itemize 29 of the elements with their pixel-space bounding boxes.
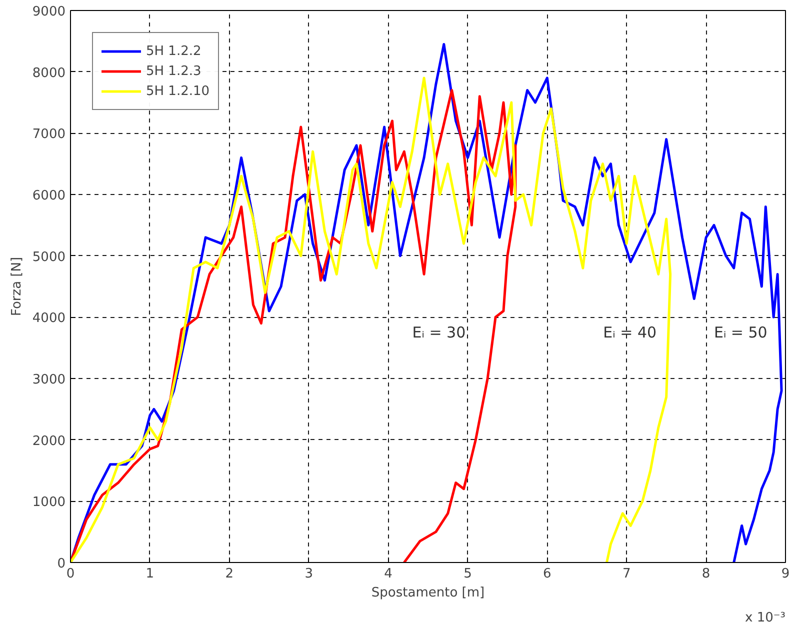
annotation: Eᵢ = 30	[412, 324, 466, 342]
y-tick-label: 5000	[32, 250, 66, 265]
y-tick-label: 8000	[32, 66, 66, 81]
legend-label: 5H 1.2.10	[146, 84, 210, 98]
x-tick-label: 3	[304, 566, 313, 582]
x-axis-title: Spostamento [m]	[371, 586, 485, 600]
line-series	[70, 76, 672, 562]
annotation: Eᵢ = 50	[714, 324, 768, 342]
x-tick-label: 9	[781, 566, 790, 582]
legend-label: 5H 1.2.3	[146, 64, 202, 78]
y-axis-title: Forza [N]	[9, 256, 24, 316]
y-tick-label: 9000	[32, 4, 66, 20]
y-tick-label: 0	[57, 556, 66, 572]
annotation: Eᵢ = 40	[603, 324, 657, 342]
y-tick-label: 2000	[32, 434, 66, 449]
x-tick-label: 2	[225, 566, 234, 582]
y-tick-label: 6000	[32, 188, 66, 204]
y-tick-label: 3000	[32, 372, 66, 388]
legend-label: 5H 1.2.2	[146, 44, 202, 58]
x-tick-label: 4	[384, 566, 392, 582]
y-tick-label: 1000	[32, 495, 66, 510]
x-tick-label: 1	[146, 566, 154, 582]
x-tick-label: 8	[702, 566, 710, 582]
x-tick-label: 6	[543, 566, 552, 582]
text: x 10⁻³	[745, 610, 786, 626]
x-tick-label: 5	[464, 566, 472, 582]
y-tick-label: 7000	[32, 127, 66, 142]
x-tick-label: 7	[622, 566, 631, 582]
y-tick-label: 4000	[32, 311, 66, 326]
